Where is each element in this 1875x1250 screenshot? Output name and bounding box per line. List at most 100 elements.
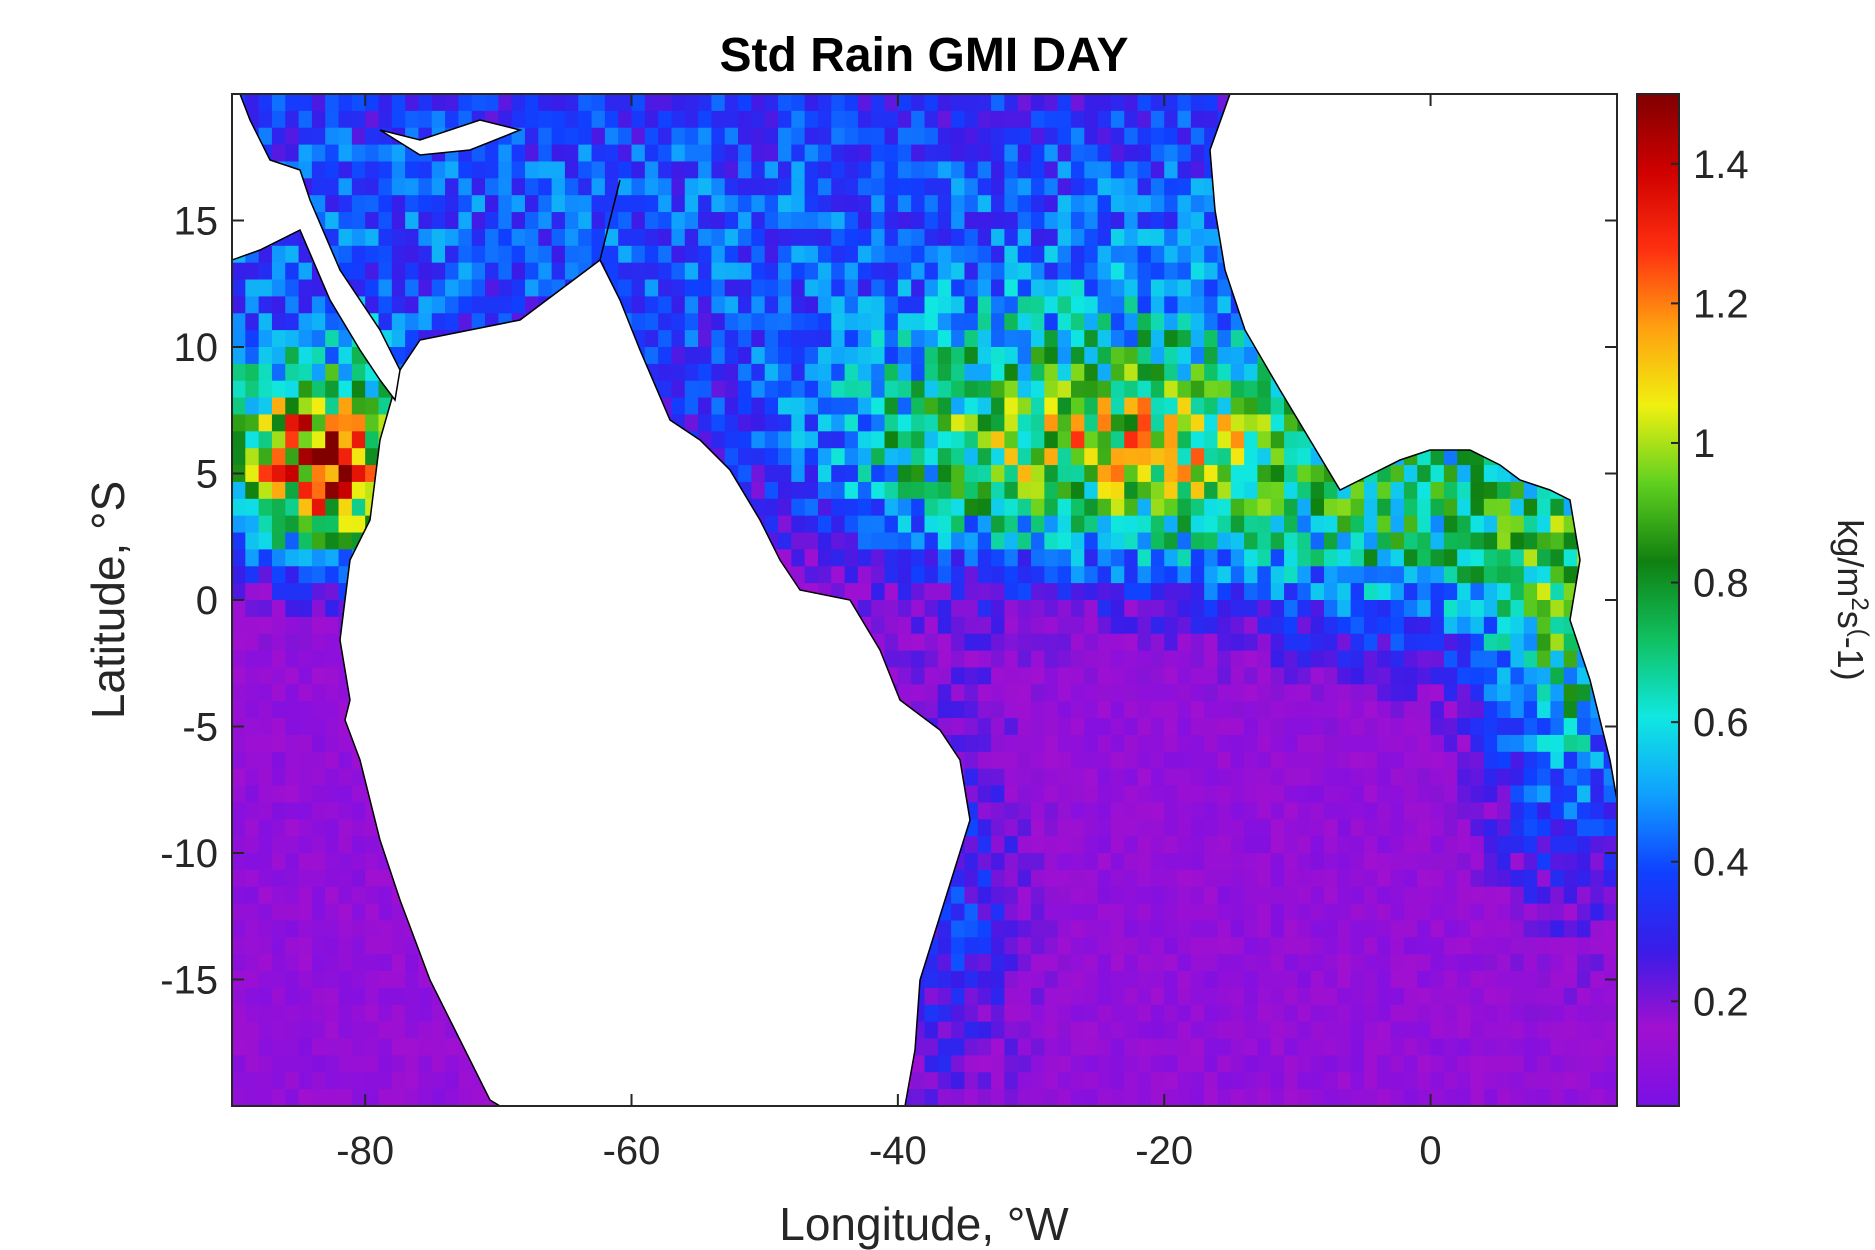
heatmap-cell: [778, 414, 792, 432]
heatmap-cell: [1430, 701, 1445, 719]
heatmap-cell: [844, 380, 859, 399]
heatmap-cell: [831, 279, 846, 297]
heatmap-cell: [1070, 768, 1085, 787]
heatmap-cell: [311, 110, 326, 129]
heatmap-cell: [1084, 414, 1099, 432]
heatmap-cell: [1523, 819, 1538, 837]
heatmap-cell: [551, 195, 566, 213]
heatmap-cell: [644, 144, 659, 163]
heatmap-cell: [405, 195, 420, 213]
heatmap-cell: [1443, 498, 1458, 517]
heatmap-cell: [1244, 363, 1259, 382]
heatmap-cell: [325, 498, 340, 517]
heatmap-cell: [1430, 734, 1445, 753]
heatmap-cell: [711, 161, 726, 179]
heatmap-cell: [245, 718, 260, 736]
heatmap-cell: [1137, 144, 1152, 163]
heatmap-cell: [911, 228, 926, 247]
heatmap-cell: [1190, 532, 1205, 550]
heatmap-cell: [1137, 279, 1152, 297]
heatmap-cell: [871, 515, 886, 534]
heatmap-cell: [991, 819, 1006, 837]
heatmap-cell: [1057, 667, 1072, 685]
heatmap-cell: [1057, 684, 1072, 702]
heatmap-cell: [1590, 734, 1605, 753]
heatmap-cell: [977, 785, 992, 803]
heatmap-cell: [1031, 701, 1045, 719]
heatmap-cell: [338, 212, 353, 230]
heatmap-cell: [1044, 785, 1059, 803]
heatmap-cell: [1270, 684, 1285, 702]
heatmap-cell: [1044, 718, 1059, 736]
heatmap-cell: [1031, 819, 1045, 837]
heatmap-cell: [884, 465, 899, 483]
heatmap-cell: [1097, 380, 1112, 399]
heatmap-cell: [1537, 718, 1552, 736]
heatmap-cell: [751, 330, 766, 348]
heatmap-cell: [1044, 397, 1059, 416]
heatmap-cell: [751, 313, 766, 331]
heatmap-cell: [977, 448, 992, 466]
heatmap-cell: [1124, 819, 1139, 837]
heatmap-cell: [991, 549, 1006, 567]
heatmap-cell: [458, 245, 473, 264]
heatmap-cell: [1057, 144, 1072, 163]
heatmap-cell: [1177, 853, 1192, 871]
heatmap-cell: [338, 228, 353, 247]
heatmap-cell: [1204, 734, 1219, 753]
heatmap-cell: [298, 481, 313, 500]
heatmap-cell: [911, 633, 926, 652]
heatmap-cell: [351, 515, 366, 534]
heatmap-cell: [1137, 667, 1152, 685]
heatmap-cell: [431, 161, 446, 179]
heatmap-cell: [1084, 481, 1099, 500]
heatmap-cell: [338, 380, 353, 399]
heatmap-cell: [1350, 583, 1365, 601]
heatmap-cell: [1110, 836, 1125, 854]
heatmap-cell: [1217, 886, 1232, 905]
heatmap-cell: [658, 110, 673, 129]
heatmap-cell: [831, 313, 846, 331]
heatmap-cell: [1057, 853, 1072, 871]
heatmap-cell: [897, 228, 912, 247]
heatmap-cell: [937, 380, 952, 399]
heatmap-cell: [1417, 549, 1432, 567]
heatmap-cell: [298, 296, 313, 314]
heatmap-cell: [1097, 262, 1112, 281]
heatmap-cell: [844, 465, 859, 483]
heatmap-cell: [1190, 869, 1205, 888]
heatmap-cell: [1137, 718, 1152, 736]
heatmap-cell: [578, 144, 593, 163]
heatmap-cell: [778, 245, 792, 264]
heatmap-cell: [1110, 363, 1125, 382]
heatmap-cell: [1124, 94, 1139, 112]
heatmap-cell: [1204, 414, 1219, 432]
heatmap-cell: [791, 228, 806, 247]
heatmap-cell: [1177, 262, 1192, 281]
heatmap-cell: [1457, 836, 1472, 854]
heatmap-cell: [245, 836, 260, 854]
heatmap-cell: [1004, 347, 1019, 365]
heatmap-cell: [977, 397, 992, 416]
heatmap-cell: [1031, 465, 1045, 483]
heatmap-cell: [1230, 650, 1245, 669]
heatmap-cell: [285, 363, 300, 382]
heatmap-cell: [831, 566, 846, 584]
heatmap-cell: [1217, 363, 1232, 382]
heatmap-cell: [631, 245, 646, 264]
heatmap-cell: [1363, 633, 1378, 652]
heatmap-cell: [245, 650, 260, 669]
heatmap-cell: [778, 279, 792, 297]
heatmap-cell: [271, 515, 286, 534]
heatmap-cell: [1031, 347, 1045, 365]
heatmap-cell: [1244, 768, 1259, 787]
heatmap-cell: [1031, 363, 1045, 382]
heatmap-cell: [911, 650, 926, 669]
heatmap-cell: [1430, 650, 1445, 669]
heatmap-cell: [857, 583, 872, 601]
heatmap-cell: [1483, 650, 1498, 669]
heatmap-cell: [1270, 465, 1285, 483]
heatmap-cell: [1284, 448, 1298, 466]
heatmap-cell: [1403, 768, 1418, 787]
heatmap-cell: [1244, 397, 1259, 416]
